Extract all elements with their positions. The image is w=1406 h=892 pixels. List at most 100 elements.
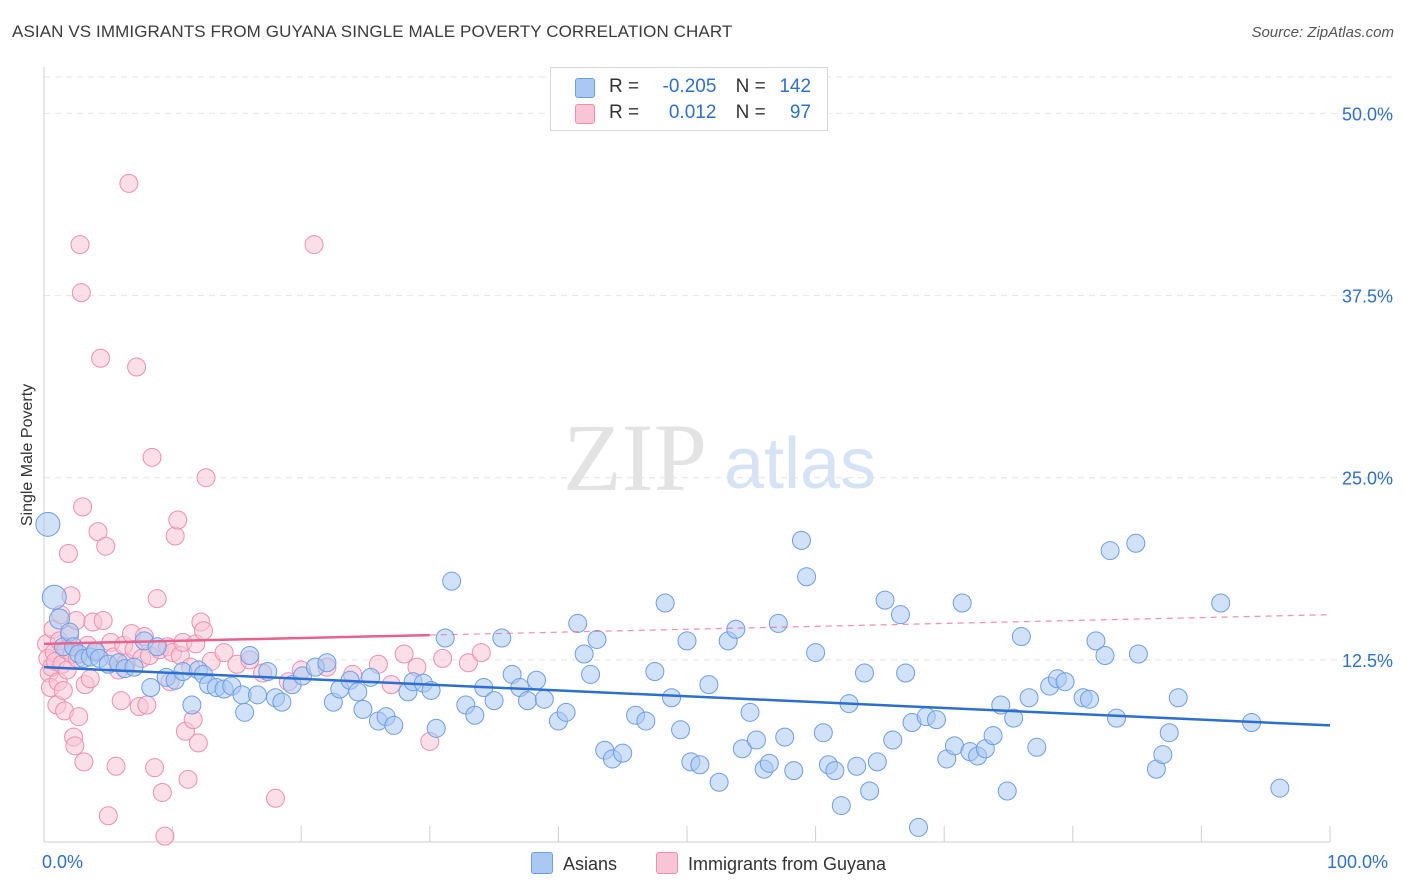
point-guyana: [214, 643, 234, 663]
point-asian: [908, 817, 928, 837]
point-guyana: [178, 769, 198, 789]
point-guyana: [193, 621, 213, 641]
point-guyana: [433, 648, 453, 668]
point-asian: [655, 593, 675, 613]
point-guyana: [145, 758, 165, 778]
point-asian: [983, 726, 1003, 746]
point-guyana: [98, 806, 118, 826]
point-asian: [1080, 689, 1100, 709]
bottom-legend-asians: Asians: [531, 852, 617, 875]
point-asian: [534, 689, 554, 709]
point-asian: [492, 628, 512, 648]
point-asian: [247, 685, 267, 705]
point-guyana: [304, 235, 324, 255]
point-asian: [235, 702, 255, 722]
point-asian: [442, 571, 462, 591]
trend-line-asians: [43, 665, 1331, 727]
point-guyana: [381, 675, 401, 695]
point-guyana: [91, 348, 111, 368]
point-guyana: [168, 510, 188, 530]
point-guyana: [111, 691, 131, 711]
point-asian: [813, 723, 833, 743]
point-asian: [435, 628, 455, 648]
point-asian: [1100, 541, 1120, 561]
point-guyana: [96, 536, 116, 556]
point-asian: [574, 644, 594, 664]
point-asian: [867, 752, 887, 772]
point-guyana: [127, 357, 147, 377]
legend-n-label: N =: [735, 102, 766, 123]
series-asians: [35, 511, 1290, 837]
chart-title: ASIAN VS IMMIGRANTS FROM GUYANA SINGLE M…: [12, 22, 733, 41]
point-asian: [740, 702, 760, 722]
point-asian: [581, 664, 601, 684]
series-guyana: [37, 173, 491, 846]
point-guyana: [152, 782, 172, 802]
point-asian: [775, 727, 795, 747]
point-guyana: [458, 653, 478, 673]
legend-swatch-guyana: [575, 104, 595, 124]
point-asian: [613, 743, 633, 763]
legend-r-label: R =: [609, 76, 640, 97]
point-asian: [384, 715, 404, 735]
point-guyana: [80, 669, 100, 689]
point-asian: [556, 702, 576, 722]
bottom-legend-swatch-guyana: [656, 852, 678, 874]
point-asian: [1055, 672, 1075, 692]
point-asian: [1027, 737, 1047, 757]
point-guyana: [155, 826, 175, 846]
point-asian: [1011, 627, 1031, 647]
point-guyana: [106, 756, 126, 776]
point-guyana: [137, 695, 157, 715]
legend-r-value: 0.012: [668, 102, 717, 123]
point-guyana: [58, 543, 78, 563]
point-asian: [48, 608, 70, 630]
point-asian: [1019, 688, 1039, 708]
y-tick-label: 50.0%: [1342, 104, 1393, 124]
point-asian: [1004, 708, 1024, 728]
point-asian: [527, 670, 547, 690]
legend-r-label: R =: [609, 102, 640, 123]
axes: [43, 67, 1331, 843]
point-asian: [896, 663, 916, 683]
point-asian: [568, 613, 588, 633]
point-asian: [997, 781, 1017, 801]
legend-n-label: N =: [735, 76, 766, 97]
trend-line-guyana-extension: [429, 614, 1331, 636]
point-guyana: [147, 589, 167, 609]
point-asian: [1095, 645, 1115, 665]
point-asian: [784, 761, 804, 781]
point-asian: [746, 730, 766, 750]
point-asian: [361, 667, 381, 687]
point-asian: [806, 643, 826, 663]
watermark-zip: ZIP: [563, 404, 707, 511]
point-asian: [518, 691, 538, 711]
point-asian: [671, 720, 691, 740]
y-axis-label: Single Male Poverty: [19, 383, 36, 527]
watermark-atlas: atlas: [724, 424, 876, 504]
point-asian: [699, 675, 719, 695]
point-asian: [124, 657, 144, 677]
point-asian: [952, 593, 972, 613]
point-asian: [732, 739, 752, 759]
point-asian: [645, 662, 665, 682]
point-asian: [1270, 778, 1290, 798]
source-label: Source: ZipAtlas.com: [1251, 24, 1394, 41]
point-asian: [1107, 708, 1127, 728]
point-asian: [272, 692, 292, 712]
point-asian: [636, 711, 656, 731]
point-guyana: [196, 468, 216, 488]
x-tick-min: 0.0%: [42, 852, 84, 872]
point-asian: [662, 688, 682, 708]
point-guyana: [165, 526, 185, 546]
point-asian: [41, 584, 67, 610]
legend-n-value: 142: [779, 76, 812, 97]
point-asian: [1153, 745, 1173, 765]
legend-r-value: -0.205: [662, 76, 717, 97]
point-guyana: [188, 733, 208, 753]
point-guyana: [73, 497, 93, 517]
point-asian: [1159, 723, 1179, 743]
bottom-legend-label-asians: Asians: [563, 854, 618, 874]
point-asian: [182, 695, 202, 715]
